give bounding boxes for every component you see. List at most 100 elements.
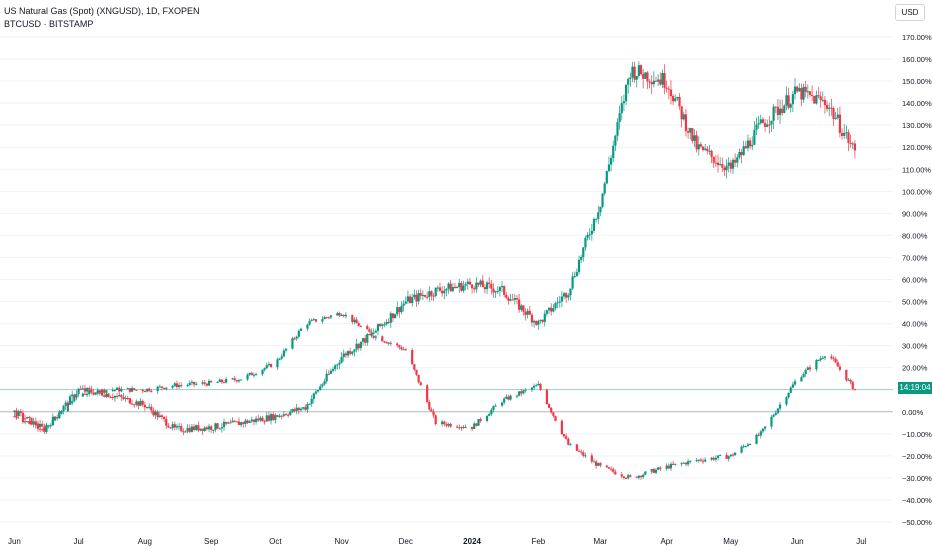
- candle-body: [133, 404, 136, 406]
- y-tick-label: −30.00%: [902, 474, 932, 483]
- candle-body: [785, 397, 788, 405]
- candle-body: [393, 314, 397, 319]
- candle-body: [492, 288, 495, 293]
- candle-body: [793, 381, 797, 385]
- candle-body: [477, 419, 480, 426]
- candle-body: [340, 314, 343, 316]
- candle-body: [244, 420, 247, 424]
- candle-body: [430, 409, 433, 412]
- candle-body: [357, 323, 360, 327]
- candle-body: [701, 146, 705, 150]
- candle-body: [398, 345, 401, 348]
- candle-body: [323, 381, 326, 385]
- candle-body: [280, 415, 283, 417]
- candle-body: [466, 281, 469, 285]
- candle-body: [314, 319, 318, 322]
- candle-body: [250, 419, 253, 422]
- candle-body: [141, 400, 144, 405]
- candle-body: [267, 364, 271, 366]
- candle-body: [823, 99, 827, 106]
- candle-body: [577, 450, 581, 452]
- candle-body: [770, 120, 773, 125]
- candle-body: [276, 359, 279, 368]
- candle-body: [105, 393, 108, 397]
- candle-body: [590, 455, 593, 462]
- candle-body: [729, 454, 732, 457]
- x-tick-label: Oct: [269, 537, 282, 546]
- x-tick-label: Feb: [531, 537, 545, 546]
- candle-body: [90, 389, 93, 393]
- candle-body: [237, 421, 241, 426]
- candle-body: [550, 307, 553, 312]
- candle-body: [100, 392, 104, 396]
- candle-body: [447, 423, 450, 426]
- candle-body: [631, 66, 634, 78]
- y-tick-label: 60.00%: [902, 276, 928, 285]
- candle-body: [426, 296, 429, 298]
- candle-body: [214, 423, 217, 430]
- candle-body: [430, 291, 433, 296]
- price-axis[interactable]: 170.00% 160.00% 150.00% 140.00% 130.00% 120.0…: [902, 33, 932, 527]
- candle-body: [45, 426, 48, 432]
- candle-body: [385, 321, 388, 325]
- candle-body: [372, 335, 375, 338]
- candle-body: [627, 475, 630, 479]
- candle-body: [659, 467, 662, 469]
- candle-body: [235, 421, 238, 423]
- candle-body: [740, 152, 743, 156]
- candle-body: [464, 426, 467, 428]
- candle-body: [712, 457, 715, 460]
- candle-body: [500, 402, 504, 406]
- candle-body: [768, 124, 771, 126]
- compare-series-title[interactable]: BTCUSD · BITSTAMP: [4, 19, 94, 29]
- candle-body: [821, 357, 824, 359]
- candle-body: [284, 348, 288, 351]
- candle-body: [597, 212, 600, 219]
- candle-body: [71, 394, 74, 397]
- candle-body: [272, 414, 275, 420]
- candle-body: [575, 444, 578, 451]
- x-tick-label: Jun: [8, 537, 21, 546]
- candle-body: [650, 469, 653, 472]
- candle-body: [381, 336, 384, 342]
- candle-body: [329, 370, 333, 374]
- candle-body: [488, 414, 491, 416]
- time-axis[interactable]: Jun Jul Aug Sep Oct Nov Dec 2024 Feb Mar Apr May Jun…: [8, 537, 867, 546]
- candle-body: [689, 460, 692, 462]
- candle-body: [582, 452, 585, 456]
- candle-body: [13, 416, 16, 418]
- candle-body: [21, 412, 25, 419]
- candle-body: [492, 406, 495, 410]
- candle-body: [374, 336, 377, 338]
- candle-body: [748, 443, 752, 445]
- candle-body: [94, 392, 97, 395]
- x-tick-label: Jul: [856, 537, 866, 546]
- candle-body: [832, 358, 835, 360]
- candle-body: [295, 407, 298, 411]
- candle-body: [263, 421, 266, 423]
- candle-body: [714, 457, 717, 460]
- candle-body: [445, 288, 448, 291]
- candle-body: [682, 114, 685, 120]
- candle-body: [494, 291, 497, 293]
- candle-body: [130, 388, 134, 392]
- candle-body: [222, 382, 226, 384]
- candle-body: [391, 313, 395, 319]
- candle-body: [701, 460, 705, 462]
- candle-body: [340, 357, 343, 363]
- candle-body: [402, 303, 405, 306]
- main-series-title[interactable]: US Natural Gas (Spot) (XNGUSD), 1D, FXOP…: [4, 6, 200, 16]
- candle-body: [235, 380, 238, 382]
- candle-body: [462, 285, 465, 291]
- currency-button[interactable]: USD: [895, 4, 925, 21]
- candle-body: [291, 338, 294, 349]
- candle-body: [759, 431, 762, 436]
- candle-body: [254, 374, 258, 376]
- candle-body: [838, 114, 842, 133]
- candle-body: [518, 299, 521, 310]
- candle-body: [441, 421, 444, 425]
- candle-body: [562, 434, 566, 437]
- candle-body: [398, 307, 401, 313]
- candle-body: [552, 412, 555, 416]
